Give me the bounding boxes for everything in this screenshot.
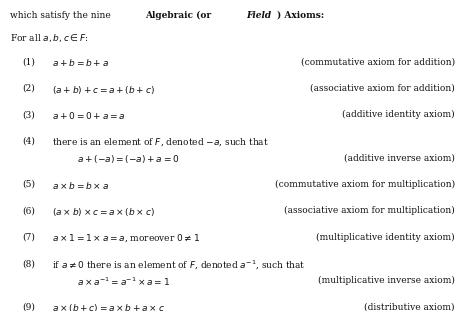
Text: For all $a, b, c \in F$:: For all $a, b, c \in F$: (10, 32, 89, 44)
Text: $a + b = b + a$: $a + b = b + a$ (52, 57, 109, 68)
Text: $a \times a^{-1} = a^{-1} \times a = 1$: $a \times a^{-1} = a^{-1} \times a = 1$ (77, 276, 170, 288)
Text: (7): (7) (22, 233, 35, 242)
Text: there is an element of $F$, denoted $-a$, such that: there is an element of $F$, denoted $-a$… (52, 137, 269, 148)
Text: ) Axioms:: ) Axioms: (277, 11, 324, 20)
Text: $a \times 1 = 1 \times a = a$, moreover $0 \neq 1$: $a \times 1 = 1 \times a = a$, moreover … (52, 233, 200, 244)
Text: (5): (5) (22, 180, 35, 189)
Text: Field: Field (246, 11, 272, 20)
Text: $a + (-a) = (-a) + a = 0$: $a + (-a) = (-a) + a = 0$ (77, 153, 180, 165)
Text: (additive identity axiom): (additive identity axiom) (342, 110, 455, 119)
Text: Algebraic (or: Algebraic (or (146, 11, 215, 20)
Text: $a + 0 = 0 + a = a$: $a + 0 = 0 + a = a$ (52, 110, 126, 121)
Text: (2): (2) (22, 84, 35, 93)
Text: (distributive axiom): (distributive axiom) (365, 302, 455, 311)
Text: (multiplicative identity axiom): (multiplicative identity axiom) (316, 233, 455, 242)
Text: (1): (1) (22, 57, 35, 66)
Text: (6): (6) (22, 206, 35, 215)
Text: (8): (8) (22, 259, 35, 268)
Text: (associative axiom for addition): (associative axiom for addition) (310, 84, 455, 93)
Text: (3): (3) (22, 110, 35, 119)
Text: which satisfy the nine: which satisfy the nine (10, 11, 114, 20)
Text: (9): (9) (22, 302, 35, 311)
Text: $(a \times b) \times c = a \times (b \times c)$: $(a \times b) \times c = a \times (b \ti… (52, 206, 155, 218)
Text: (additive inverse axiom): (additive inverse axiom) (344, 153, 455, 162)
Text: $a \times b = b \times a$: $a \times b = b \times a$ (52, 180, 109, 191)
Text: (4): (4) (22, 137, 35, 146)
Text: $(a + b) + c = a + (b + c)$: $(a + b) + c = a + (b + c)$ (52, 84, 155, 96)
Text: (commutative axiom for multiplication): (commutative axiom for multiplication) (275, 180, 455, 189)
Text: if $a \neq 0$ there is an element of $F$, denoted $a^{-1}$, such that: if $a \neq 0$ there is an element of $F$… (52, 259, 306, 272)
Text: (commutative axiom for addition): (commutative axiom for addition) (301, 57, 455, 66)
Text: $a \times (b + c) = a \times b + a \times c$: $a \times (b + c) = a \times b + a \time… (52, 302, 165, 311)
Text: (associative axiom for multiplication): (associative axiom for multiplication) (284, 206, 455, 215)
Text: (multiplicative inverse axiom): (multiplicative inverse axiom) (318, 276, 455, 285)
